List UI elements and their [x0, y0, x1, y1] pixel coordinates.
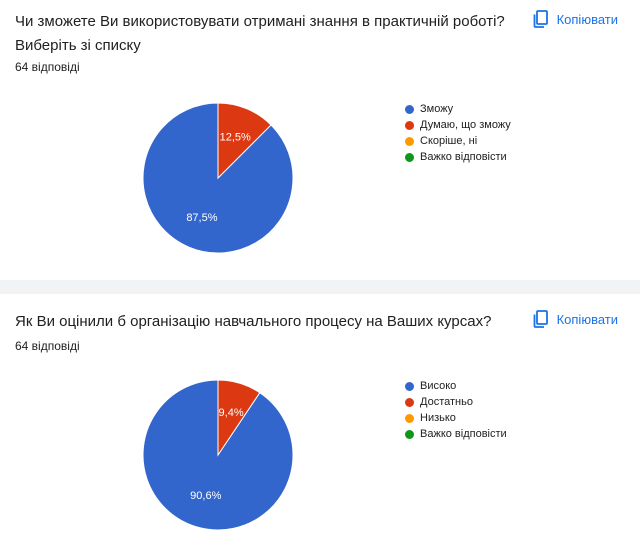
chart-card-2: Як Ви оцінили б організацію навчального …: [0, 294, 640, 557]
response-count: 64 відповіді: [15, 60, 80, 74]
copy-label: Копіювати: [556, 11, 618, 27]
legend-dot: [405, 381, 414, 391]
question-title: Чи зможете Ви використовувати отримані з…: [15, 13, 505, 54]
legend-item: Важко відповісти: [405, 149, 511, 165]
legend-dot: [405, 397, 414, 407]
pie-slice[interactable]: [217, 379, 261, 457]
legend-dot: [405, 429, 414, 439]
legend-label: Скоріше, ні: [420, 135, 478, 147]
pie-chart: 87,5% 12,5%: [142, 102, 294, 254]
legend-label: Важко відповісти: [420, 151, 507, 163]
legend-item: Думаю, що зможу: [405, 117, 511, 133]
legend-item: Скоріше, ні: [405, 133, 511, 149]
legend-dot: [405, 136, 414, 146]
legend-label: Зможу: [420, 103, 454, 115]
pie-data-label: 87,5%: [186, 212, 217, 224]
pie-data-label: 90,6%: [190, 490, 221, 502]
legend-label: Високо: [420, 380, 457, 392]
pie-data-label: 12,5%: [220, 131, 251, 143]
legend-dot: [405, 120, 414, 130]
pie-data-label: 9,4%: [219, 407, 244, 419]
legend-item: Низько: [405, 410, 507, 426]
legend-label: Низько: [420, 412, 456, 424]
copy-label: Копіювати: [556, 311, 618, 327]
copy-button[interactable]: Копіювати: [533, 10, 618, 28]
legend-label: Достатньо: [420, 396, 473, 408]
chart-legend: Зможу Думаю, що зможу Скоріше, ні Важко …: [405, 101, 511, 165]
legend-item: Важко відповісти: [405, 426, 507, 442]
legend-dot: [405, 104, 414, 114]
copy-icon: [533, 10, 549, 28]
pie-chart: 90,6% 9,4%: [142, 379, 294, 531]
legend-dot: [405, 413, 414, 423]
legend-item: Зможу: [405, 101, 511, 117]
pie-slice[interactable]: [217, 102, 272, 180]
legend-item: Високо: [405, 378, 507, 394]
legend-item: Достатньо: [405, 394, 507, 410]
legend-label: Важко відповісти: [420, 428, 507, 440]
legend-dot: [405, 152, 414, 162]
legend-label: Думаю, що зможу: [420, 119, 511, 131]
copy-button[interactable]: Копіювати: [533, 310, 618, 328]
response-count: 64 відповіді: [15, 339, 80, 353]
question-title: Як Ви оцінили б організацію навчального …: [15, 313, 492, 330]
copy-icon: [533, 310, 549, 328]
chart-legend: Високо Достатньо Низько Важко відповісти: [405, 378, 507, 442]
chart-card-1: Чи зможете Ви використовувати отримані з…: [0, 0, 640, 280]
